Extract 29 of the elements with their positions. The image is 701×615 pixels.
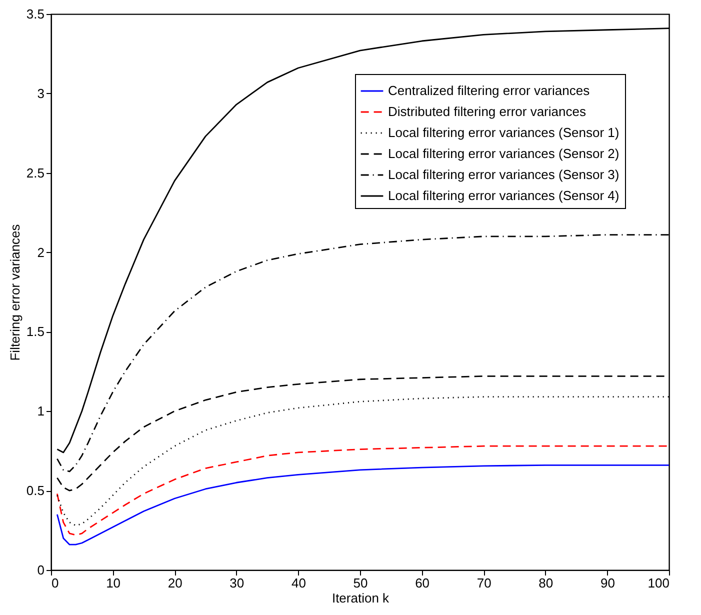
legend-label: Distributed filtering error variances	[388, 104, 586, 119]
x-tick-label: 60	[415, 576, 430, 590]
line-series	[56, 464, 669, 546]
y-tick-label: 1.5	[26, 324, 44, 340]
x-axis-title: Iteration k	[332, 590, 390, 606]
y-tick-label: 0.5	[26, 483, 44, 498]
x-tick-label: 80	[538, 576, 554, 590]
y-tick-label: 2	[37, 244, 44, 260]
y-tick-label: 1	[37, 404, 44, 419]
legend-label: Local filtering error variances (Sensor 3)	[388, 167, 620, 182]
x-tick-label: 70	[476, 576, 492, 590]
legend-label: Centralized filtering error variances	[388, 83, 590, 98]
legend-label: Local filtering error variances (Sensor 2)	[388, 146, 620, 161]
y-tick-label: 3.5	[26, 6, 44, 22]
y-axis-title: Filtering error variances	[7, 224, 22, 361]
line-series	[56, 445, 669, 536]
y-tick-label: 0	[37, 562, 44, 578]
x-tick-label: 0	[52, 576, 59, 590]
x-tick-label: 10	[106, 576, 121, 590]
legend-label: Local filtering error variances (Sensor 1)	[388, 125, 620, 140]
y-tick-label: 2.5	[26, 165, 44, 180]
x-tick-label: 30	[230, 576, 244, 590]
y-tick-label: 3	[37, 86, 44, 101]
x-tick-label: 20	[168, 576, 182, 590]
x-tick-label: 90	[600, 576, 615, 590]
x-tick-label: 50	[353, 576, 368, 590]
legend-label: Local filtering error variances (Sensor 4)	[388, 188, 620, 203]
x-tick-label: 100	[648, 576, 670, 590]
x-tick-label: 40	[291, 576, 306, 590]
